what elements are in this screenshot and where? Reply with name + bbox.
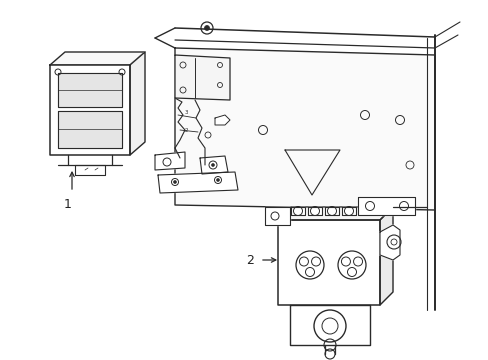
Polygon shape (278, 207, 392, 220)
Text: 2: 2 (184, 127, 187, 132)
Text: 2: 2 (245, 253, 253, 266)
Polygon shape (290, 207, 305, 215)
Polygon shape (278, 220, 379, 305)
Polygon shape (175, 55, 229, 100)
Polygon shape (158, 172, 238, 193)
Polygon shape (200, 156, 227, 174)
Circle shape (204, 26, 209, 31)
Polygon shape (130, 52, 145, 155)
Polygon shape (58, 73, 122, 107)
Polygon shape (357, 197, 414, 215)
Polygon shape (264, 207, 289, 225)
Polygon shape (50, 65, 130, 155)
Polygon shape (379, 207, 392, 305)
Circle shape (173, 180, 176, 184)
Polygon shape (215, 115, 229, 125)
Circle shape (211, 163, 214, 166)
Text: 3: 3 (184, 109, 187, 114)
Polygon shape (175, 48, 434, 210)
Polygon shape (50, 52, 145, 65)
Polygon shape (289, 305, 369, 345)
Text: 1: 1 (64, 198, 72, 211)
Polygon shape (58, 111, 122, 148)
Polygon shape (341, 207, 355, 215)
Polygon shape (155, 152, 184, 170)
Polygon shape (75, 165, 105, 175)
Polygon shape (379, 225, 399, 260)
Polygon shape (325, 207, 338, 215)
Circle shape (216, 179, 219, 181)
Polygon shape (307, 207, 321, 215)
